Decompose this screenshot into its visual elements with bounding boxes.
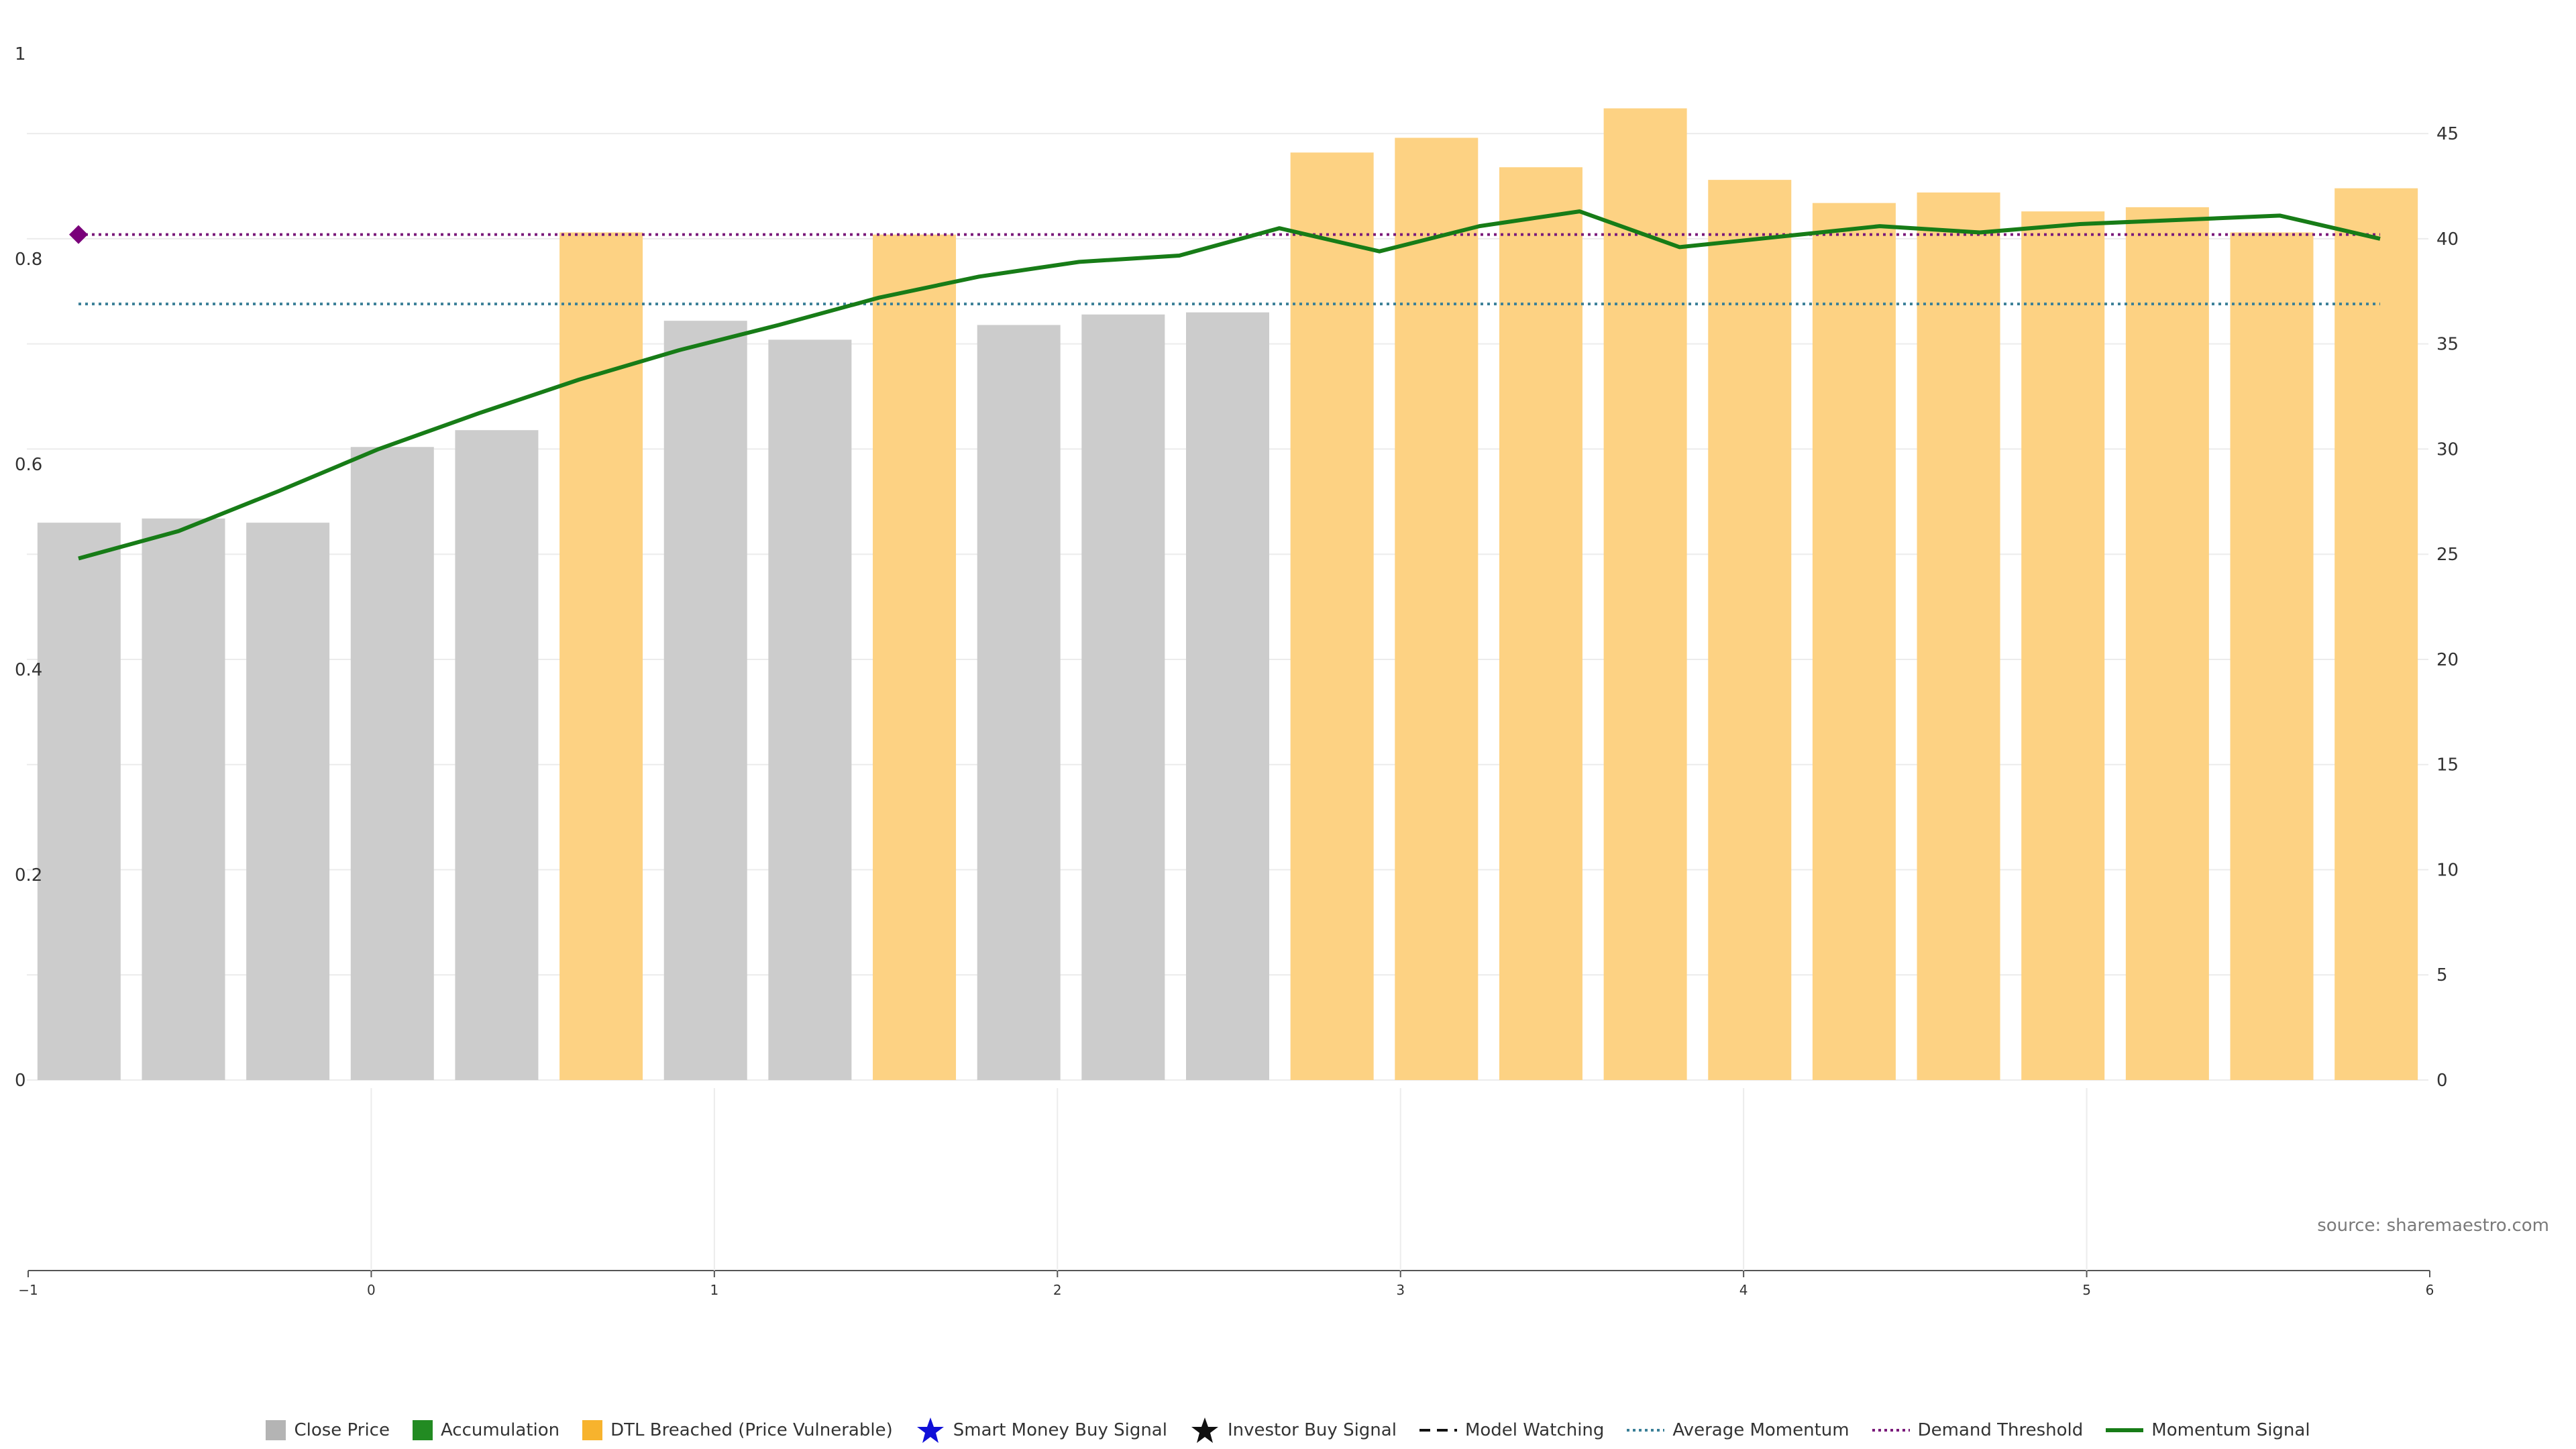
solid-legend-icon <box>2106 1424 2144 1437</box>
dotted-legend-icon <box>1627 1424 1665 1437</box>
dtl-bar <box>1708 180 1792 1080</box>
dtl-bar <box>2334 188 2418 1080</box>
demand-marker <box>69 225 88 244</box>
dtl-bar <box>2021 211 2105 1080</box>
legend-item: Smart Money Buy Signal <box>916 1417 1167 1444</box>
dtl-bar <box>873 234 957 1081</box>
left-tick-label: 0.8 <box>15 250 42 270</box>
dtl-bar <box>2125 207 2209 1081</box>
right-axis: 0 5 10 15 20 25 30 35 40 45 <box>2436 124 2459 1091</box>
left-tick-label: 0 <box>15 1071 26 1091</box>
legend-item: Close Price <box>266 1420 390 1440</box>
dtl-bar <box>1917 192 2000 1080</box>
right-tick-label: 10 <box>2436 860 2459 880</box>
bottom-tick-label: 5 <box>2082 1282 2091 1298</box>
legend-item: Accumulation <box>412 1420 560 1440</box>
price-bars <box>37 108 2418 1081</box>
bottom-tick-label: 1 <box>710 1282 718 1298</box>
legend-label: Close Price <box>294 1420 390 1440</box>
close-price-bar <box>142 518 225 1080</box>
dotted-legend-icon <box>1872 1424 1910 1437</box>
square-legend-icon <box>412 1420 433 1440</box>
bottom-tick-label: 4 <box>1739 1282 1748 1298</box>
dtl-bar <box>2230 232 2314 1081</box>
right-tick-label: 40 <box>2436 229 2459 250</box>
legend-label: Average Momentum <box>1672 1420 1849 1440</box>
dtl-bar <box>1499 167 1582 1081</box>
legend-label: Investor Buy Signal <box>1227 1420 1397 1440</box>
legend-label: Demand Threshold <box>1917 1420 2084 1440</box>
dtl-bar <box>1812 203 1896 1081</box>
close-price-bar <box>1081 314 1165 1080</box>
legend: Close Price Accumulation DTL Breached (Pri… <box>0 1414 2576 1446</box>
dtl-bar <box>1290 152 1374 1080</box>
star-legend-icon <box>1190 1417 1220 1444</box>
momentum-signal-line <box>78 209 2381 561</box>
bottom-tick-label: 6 <box>2426 1282 2434 1298</box>
right-tick-label: 30 <box>2436 439 2459 460</box>
bottom-axis: −1 0 1 2 3 4 5 6 <box>18 1088 2434 1298</box>
legend-label: Momentum Signal <box>2151 1420 2310 1440</box>
square-legend-icon <box>266 1420 286 1440</box>
bottom-tick-label: 3 <box>1396 1282 1405 1298</box>
left-tick-label: 0.2 <box>15 865 42 885</box>
close-price-bar <box>246 523 330 1080</box>
bottom-tick-label: −1 <box>18 1282 38 1298</box>
close-price-bar <box>768 339 852 1080</box>
legend-item: Average Momentum <box>1627 1420 1849 1440</box>
right-tick-label: 45 <box>2436 124 2459 144</box>
close-price-bar <box>977 325 1061 1080</box>
right-tick-label: 5 <box>2436 965 2448 985</box>
close-price-bar <box>663 321 747 1080</box>
right-tick-label: 25 <box>2436 545 2459 565</box>
close-price-bar <box>37 523 121 1080</box>
left-axis: 0 0.2 0.4 0.6 0.8 1 <box>15 44 42 1091</box>
dtl-bar <box>559 232 643 1081</box>
legend-item: Model Watching <box>1419 1420 1604 1440</box>
legend-item: Momentum Signal <box>2106 1420 2310 1440</box>
bottom-tick-label: 2 <box>1053 1282 1062 1298</box>
legend-label: Model Watching <box>1464 1420 1605 1440</box>
bottom-tick-label: 0 <box>367 1282 376 1298</box>
right-tick-label: 0 <box>2436 1071 2448 1091</box>
source-label: source: sharemaestro.com <box>2317 1216 2549 1236</box>
left-tick-label: 1 <box>15 44 26 64</box>
legend-item: Demand Threshold <box>1872 1420 2084 1440</box>
right-tick-label: 15 <box>2436 755 2459 775</box>
dtl-bar <box>1395 138 1479 1081</box>
close-price-bar <box>455 430 539 1080</box>
legend-label: Accumulation <box>440 1420 560 1440</box>
signal-lines <box>69 209 2381 561</box>
right-tick-label: 35 <box>2436 335 2459 355</box>
legend-item: Investor Buy Signal <box>1190 1417 1397 1444</box>
square-legend-icon <box>582 1420 603 1440</box>
dtl-bar <box>1603 108 1687 1081</box>
close-price-bar <box>350 447 434 1080</box>
close-price-bar <box>1186 312 1269 1080</box>
legend-label: DTL Breached (Price Vulnerable) <box>610 1420 893 1440</box>
left-tick-label: 0.6 <box>15 455 42 475</box>
star-legend-icon <box>916 1417 945 1444</box>
dashed-legend-icon <box>1419 1424 1457 1437</box>
left-tick-label: 0.4 <box>15 660 42 680</box>
legend-item: DTL Breached (Price Vulnerable) <box>582 1420 893 1440</box>
legend-label: Smart Money Buy Signal <box>953 1420 1167 1440</box>
right-tick-label: 20 <box>2436 650 2459 670</box>
